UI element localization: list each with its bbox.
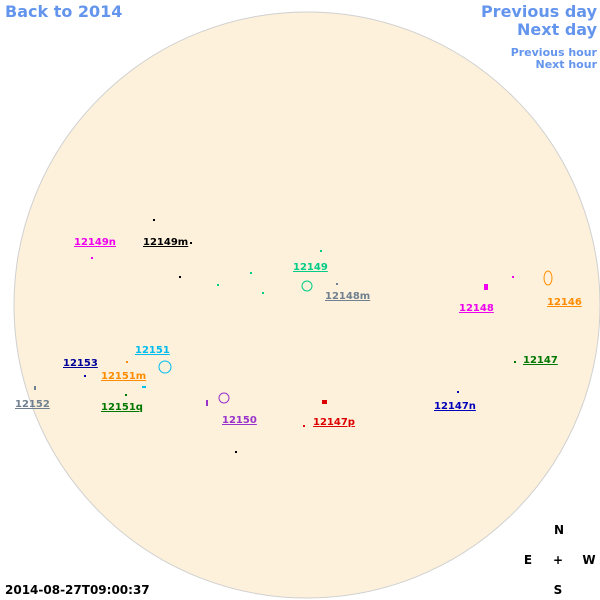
region-label[interactable]: 12146 — [547, 297, 582, 308]
compass-center: + — [553, 553, 563, 567]
region-label[interactable]: 12151 — [135, 345, 170, 356]
previous-hour-link[interactable]: Previous hour — [511, 46, 598, 59]
previous-day-link[interactable]: Previous day — [481, 2, 598, 21]
compass-east: E — [524, 553, 532, 567]
compass-south: S — [554, 583, 563, 597]
compass-west: W — [582, 553, 595, 567]
sunspots — [34, 219, 553, 453]
region-label[interactable]: 12148 — [459, 303, 494, 314]
region-label[interactable]: 12148m — [325, 291, 370, 302]
region-label[interactable]: 12150 — [222, 415, 257, 426]
region-label[interactable]: 12147n — [434, 401, 476, 412]
compass-north: N — [554, 523, 564, 537]
timestamp: 2014-08-27T09:00:37 — [5, 583, 150, 597]
region-label[interactable]: 12151m — [101, 371, 146, 382]
region-label[interactable]: 12149 — [293, 262, 328, 273]
region-label[interactable]: 12152 — [15, 399, 50, 410]
solar-disk — [13, 11, 600, 599]
next-day-link[interactable]: Next day — [517, 20, 598, 39]
back-link[interactable]: Back to 2014 — [5, 2, 122, 21]
region-label[interactable]: 12147 — [523, 355, 558, 366]
region-label[interactable]: 12149n — [74, 237, 116, 248]
region-label[interactable]: 12149m — [143, 237, 188, 248]
region-label[interactable]: 12147p — [313, 417, 355, 428]
region-label[interactable]: 12151q — [101, 402, 143, 413]
region-label[interactable]: 12153 — [63, 358, 98, 369]
next-hour-link[interactable]: Next hour — [536, 58, 598, 71]
